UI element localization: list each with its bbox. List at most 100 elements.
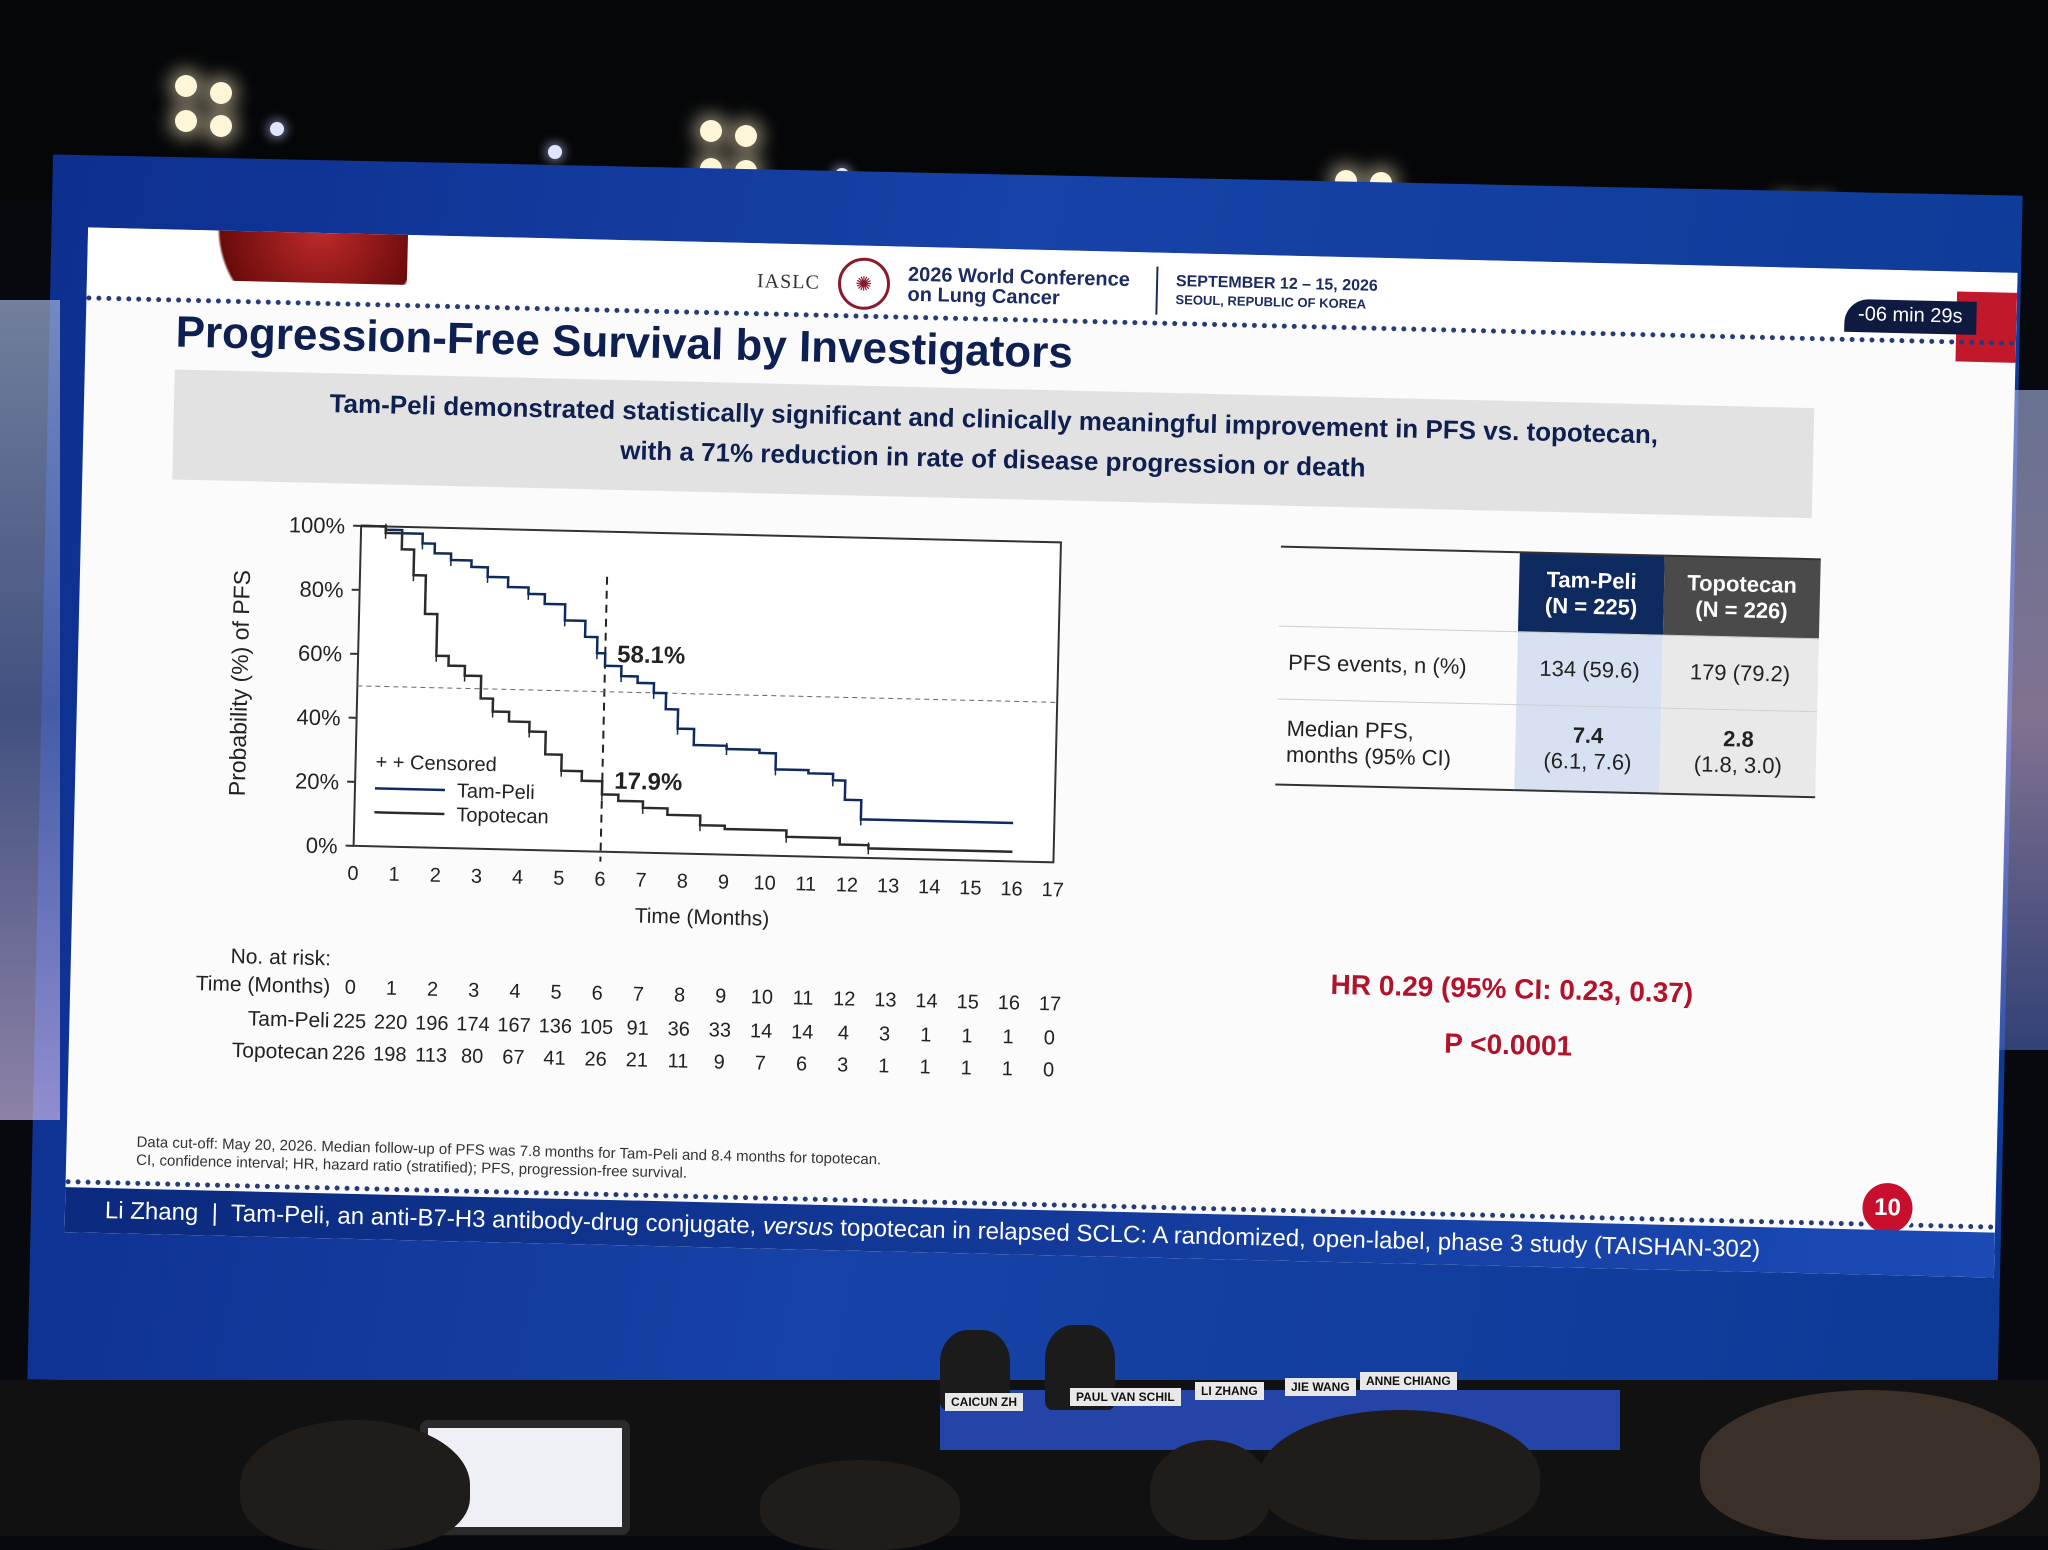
stage-light <box>548 145 562 159</box>
x-tick-label: 4 <box>512 867 524 889</box>
row-label-pfs-events: PFS events, n (%) <box>1277 626 1518 705</box>
audience-head <box>1700 1390 2040 1540</box>
risk-value: 14 <box>791 1021 814 1044</box>
risk-time: 15 <box>956 991 979 1014</box>
risk-value: 80 <box>461 1045 484 1068</box>
x-tick-label: 9 <box>718 871 730 893</box>
y-axis-label: Probability (%) of PFS <box>224 570 255 797</box>
x-tick-label: 12 <box>836 874 859 897</box>
risk-time: 7 <box>633 983 645 1005</box>
stage-light <box>210 82 232 104</box>
risk-value: 26 <box>584 1048 607 1071</box>
x-tick-label: 17 <box>1041 879 1064 902</box>
y-tick-label: 100% <box>289 512 346 538</box>
x-tick-label: 7 <box>635 869 647 891</box>
risk-value: 174 <box>456 1013 490 1036</box>
risk-time: 0 <box>344 977 356 999</box>
legend-swatch-tampeli <box>375 788 445 790</box>
x-tick-label: 1 <box>388 864 400 886</box>
risk-value: 1 <box>961 1025 973 1047</box>
risk-value: 167 <box>497 1014 531 1037</box>
stage-light <box>175 110 197 132</box>
risk-value: 1 <box>919 1056 931 1078</box>
p-value: P <0.0001 <box>1444 1028 1573 1063</box>
x-tick-label: 5 <box>553 868 565 890</box>
risk-time: 8 <box>674 984 686 1006</box>
cell-topotecan-events: 179 (79.2) <box>1661 635 1819 712</box>
risk-value: 9 <box>713 1051 725 1073</box>
risk-time: 11 <box>792 987 813 1009</box>
risk-time: 16 <box>998 992 1021 1015</box>
risk-value: 1 <box>960 1057 972 1079</box>
nameplate: LI ZHANG <box>1195 1382 1264 1400</box>
cell-topotecan-median: 2.8 (1.8, 3.0) <box>1659 708 1817 797</box>
stage-light <box>735 125 757 147</box>
x-tick-label: 2 <box>429 865 441 887</box>
legend-topotecan: Topotecan <box>456 804 549 828</box>
risk-time: 2 <box>427 979 439 1001</box>
risk-time: 5 <box>550 982 562 1004</box>
side-screen-left <box>0 300 60 1120</box>
risk-time: 14 <box>915 990 938 1013</box>
risk-value: 11 <box>667 1050 688 1072</box>
topotecan-median-ci: (1.8, 3.0) <box>1694 751 1783 778</box>
risk-time: 3 <box>468 980 480 1002</box>
risk-time: 9 <box>715 985 727 1007</box>
risk-value: 41 <box>543 1047 566 1070</box>
risk-value: 7 <box>755 1052 767 1074</box>
x-tick-label: 3 <box>471 866 483 888</box>
page-number: 10 <box>1859 1179 1916 1236</box>
header-artwork <box>187 227 409 285</box>
row-label-median-pfs: Median PFS, months (95% CI) <box>1275 699 1516 790</box>
risk-value: 220 <box>374 1011 408 1034</box>
footer-presenter: Li Zhang <box>105 1197 199 1226</box>
risk-value: 196 <box>415 1012 449 1035</box>
risk-value: 113 <box>415 1044 447 1067</box>
stats-header-topotecan-name: Topotecan <box>1687 570 1797 598</box>
conference-seal-icon: ✺ <box>837 257 890 310</box>
risk-value: 226 <box>332 1042 366 1065</box>
hazard-ratio: HR 0.29 (95% CI: 0.23, 0.37) <box>1330 969 1693 1010</box>
stage-light <box>700 120 722 142</box>
conference-dates: SEPTEMBER 12 – 15, 2026 SEOUL, REPUBLIC … <box>1175 273 1386 314</box>
countdown-timer: -06 min 29s <box>1844 299 1977 335</box>
stats-header-tampeli: Tam-Peli (N = 225) <box>1518 552 1665 635</box>
risk-value: 1 <box>1002 1058 1014 1080</box>
stage-light <box>210 115 232 137</box>
x-tick-label: 13 <box>877 875 900 898</box>
x-tick-label: 15 <box>959 877 982 900</box>
table-row: PFS events, n (%) 134 (59.6) 179 (79.2) <box>1277 626 1819 712</box>
x-tick-label: 0 <box>347 863 359 885</box>
risk-time: 6 <box>591 982 603 1004</box>
stage-light <box>175 75 197 97</box>
stats-header-tampeli-name: Tam-Peli <box>1546 567 1637 594</box>
risk-row-label: Topotecan <box>232 1039 329 1064</box>
risk-value: 3 <box>837 1054 849 1076</box>
topotecan-median-value: 2.8 <box>1723 726 1754 752</box>
risk-time: 17 <box>1039 993 1062 1016</box>
legend-tampeli: Tam-Peli <box>457 780 535 804</box>
presentation-slide: IASLC ✺ 2026 World Conference on Lung Ca… <box>64 227 2017 1277</box>
risk-table-time-label: Time (Months) <box>195 972 330 998</box>
nameplate: PAUL VAN SCHIL <box>1070 1388 1181 1406</box>
y-tick-label: 60% <box>298 640 343 666</box>
x-tick-label: 6 <box>594 869 606 891</box>
x-tick-label: 14 <box>918 876 941 899</box>
risk-value: 225 <box>333 1010 367 1033</box>
annotation-label: 17.9% <box>614 768 683 797</box>
nameplate: CAICUN ZH <box>945 1393 1023 1411</box>
audience-head <box>1260 1410 1540 1540</box>
nameplate: JIE WANG <box>1285 1378 1356 1396</box>
risk-value: 67 <box>502 1046 525 1069</box>
x-tick-label: 8 <box>676 870 688 892</box>
risk-value: 1 <box>1002 1026 1014 1048</box>
y-tick-label: 40% <box>296 704 341 730</box>
audience-head <box>760 1460 960 1550</box>
audience-head <box>1150 1440 1270 1540</box>
risk-value: 1 <box>878 1055 890 1077</box>
x-tick-label: 11 <box>795 873 816 895</box>
x-tick-label: 10 <box>753 872 776 895</box>
y-tick-label: 80% <box>299 576 344 602</box>
legend-censored: + + Censored <box>375 751 497 776</box>
tampeli-median-ci: (6.1, 7.6) <box>1543 748 1632 775</box>
